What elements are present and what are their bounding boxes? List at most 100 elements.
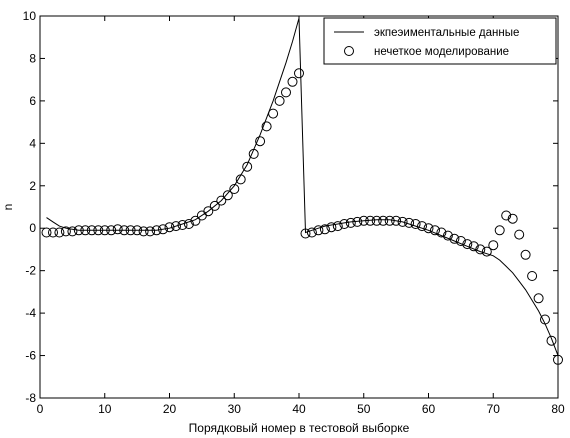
fuzzy-point bbox=[112, 224, 123, 235]
fuzzy-point bbox=[281, 87, 291, 98]
x-tick-label: 10 bbox=[98, 402, 112, 416]
x-tick-label: 0 bbox=[37, 402, 44, 416]
fuzzy-point bbox=[242, 161, 253, 172]
fuzzy-point bbox=[268, 108, 279, 119]
ticks-layer: 0 10 20 30 40 50 60 70 80 -8 -6 -4 -2 0 2 4 6 8 10 bbox=[23, 9, 565, 416]
fuzzy-point bbox=[507, 213, 518, 224]
fuzzy-point bbox=[235, 174, 246, 185]
legend-box bbox=[323, 17, 557, 65]
fuzzy-point bbox=[527, 271, 538, 281]
fuzzy-point bbox=[475, 244, 486, 255]
fuzzy-point bbox=[449, 233, 460, 244]
fuzzy-point bbox=[158, 224, 168, 235]
fuzzy-point bbox=[313, 225, 324, 236]
fuzzy-point bbox=[488, 240, 499, 251]
fuzzy-point bbox=[125, 225, 136, 236]
fuzzy-point bbox=[119, 225, 130, 236]
fuzzy-point bbox=[41, 227, 52, 238]
fuzzy-point bbox=[164, 222, 175, 233]
fuzzy-point bbox=[306, 227, 317, 238]
fuzzy-point bbox=[138, 226, 149, 237]
fuzzy-point bbox=[417, 221, 427, 232]
x-tick-label: 80 bbox=[551, 402, 565, 416]
fuzzy-point bbox=[229, 184, 240, 194]
fuzzy-point bbox=[248, 148, 259, 159]
y-tick-label: 2 bbox=[29, 179, 36, 193]
y-tick-label: 0 bbox=[29, 221, 36, 235]
fuzzy-point bbox=[501, 210, 512, 221]
fuzzy-point bbox=[261, 121, 272, 132]
series-layer bbox=[41, 17, 563, 365]
fuzzy-point bbox=[358, 215, 369, 226]
fuzzy-point bbox=[540, 314, 550, 325]
fuzzy-point bbox=[326, 222, 337, 233]
fuzzy-point bbox=[203, 206, 214, 217]
fuzzy-point bbox=[255, 136, 266, 147]
fuzzy-point bbox=[391, 215, 402, 226]
fuzzy-point bbox=[436, 227, 447, 238]
fuzzy-point bbox=[274, 95, 285, 106]
fuzzy-point bbox=[73, 225, 84, 236]
fuzzy-point bbox=[86, 225, 97, 236]
y-axis-label: n bbox=[1, 204, 15, 211]
fuzzy-point bbox=[332, 221, 343, 232]
fuzzy-point bbox=[48, 227, 58, 238]
y-tick-label: -4 bbox=[25, 306, 36, 320]
fuzzy-point bbox=[423, 223, 434, 234]
fuzzy-point bbox=[384, 215, 395, 226]
fuzzy-point bbox=[80, 225, 91, 236]
fuzzy-point bbox=[132, 225, 143, 236]
fuzzy-point bbox=[410, 219, 421, 229]
fuzzy-point bbox=[404, 217, 415, 228]
fuzzy-point bbox=[222, 190, 233, 201]
fuzzy-point bbox=[54, 227, 65, 238]
fuzzy-point bbox=[171, 221, 181, 232]
y-tick-label: 10 bbox=[23, 9, 37, 23]
y-tick-label: -8 bbox=[25, 391, 36, 405]
fuzzy-point bbox=[481, 246, 492, 257]
fuzzy-point bbox=[365, 215, 376, 226]
fuzzy-point bbox=[300, 228, 311, 239]
fuzzy-point bbox=[514, 229, 525, 240]
fuzzy-point bbox=[93, 225, 104, 236]
fuzzy-point bbox=[352, 216, 363, 227]
fuzzy-point bbox=[430, 225, 440, 236]
fuzzy-point bbox=[520, 249, 531, 260]
fuzzy-point bbox=[371, 215, 382, 226]
plot-frame bbox=[39, 15, 559, 399]
legend-circle-swatch bbox=[344, 46, 354, 56]
legend-label-fuzzy: нечеткое моделирование bbox=[374, 46, 509, 58]
y-tick-label: -2 bbox=[25, 264, 36, 278]
fuzzy-point bbox=[183, 219, 194, 229]
x-tick-label: 70 bbox=[487, 402, 501, 416]
legend-label-experimental: экпеэиментальные данные bbox=[374, 27, 519, 39]
fuzzy-point bbox=[67, 226, 78, 237]
fuzzy-point bbox=[287, 76, 298, 87]
y-tick-label: -6 bbox=[25, 349, 36, 363]
fuzzy-point bbox=[209, 200, 220, 211]
fuzzy-point bbox=[494, 225, 505, 236]
x-tick-label: 50 bbox=[357, 402, 371, 416]
fuzzy-point bbox=[216, 195, 227, 206]
fuzzy-point bbox=[339, 219, 350, 229]
x-tick-label: 60 bbox=[422, 402, 436, 416]
x-axis-label: Порядковый номер в тестовой выборке bbox=[189, 421, 410, 435]
legend: экпеэиментальные данные нечеткое моделир… bbox=[323, 17, 557, 65]
fuzzy-point bbox=[378, 215, 389, 226]
fuzzy-point bbox=[177, 220, 188, 230]
fuzzy-point bbox=[455, 236, 466, 246]
fuzzy-point bbox=[60, 226, 71, 237]
y-tick-label: 8 bbox=[29, 51, 36, 65]
fuzzy-point bbox=[151, 225, 162, 236]
fuzzy-point bbox=[397, 216, 408, 227]
y-tick-label: 6 bbox=[29, 94, 36, 108]
fuzzy-point bbox=[99, 225, 110, 236]
fuzzy-point bbox=[533, 293, 544, 304]
fuzzy-point bbox=[468, 241, 479, 252]
fuzzy-point bbox=[442, 230, 453, 241]
x-tick-label: 40 bbox=[292, 402, 306, 416]
fuzzy-point bbox=[319, 224, 330, 235]
fuzzy-point bbox=[294, 68, 304, 79]
fuzzy-point bbox=[546, 335, 557, 346]
